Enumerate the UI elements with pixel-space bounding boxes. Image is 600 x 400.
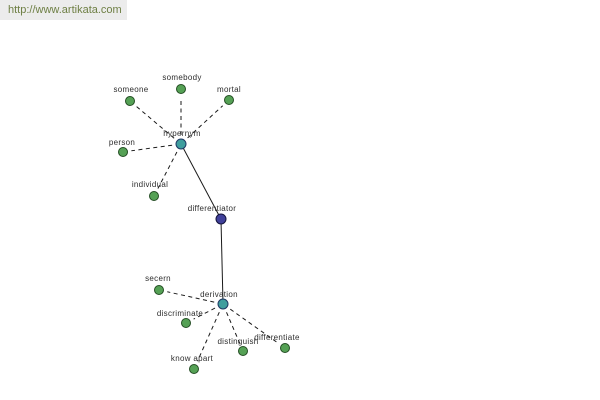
node-mortal[interactable] — [224, 95, 234, 105]
node-label-discriminate: discriminate — [157, 309, 204, 318]
edge-derivation-secern — [167, 291, 215, 303]
node-somebody[interactable] — [176, 84, 186, 94]
url-bar: http://www.artikata.com — [0, 0, 127, 20]
node-know-apart[interactable] — [189, 364, 199, 374]
node-label-differentiator: differentiator — [188, 204, 237, 213]
node-label-someone: someone — [113, 85, 148, 94]
edge-derivation-differentiate — [230, 308, 279, 344]
node-label-hypernym: hypernym — [163, 129, 201, 138]
node-label-derivation: derivation — [200, 290, 238, 299]
url-text: http://www.artikata.com — [8, 4, 122, 16]
node-hypernym[interactable] — [175, 138, 187, 150]
node-label-mortal: mortal — [217, 85, 241, 94]
node-label-distinguish: distinguish — [217, 337, 258, 346]
edge-hypernym-person — [131, 144, 173, 152]
node-person[interactable] — [118, 147, 128, 157]
edge-derivation-know-apart — [197, 311, 220, 362]
node-differentiator[interactable] — [215, 213, 227, 225]
node-label-somebody: somebody — [162, 73, 201, 82]
node-distinguish[interactable] — [238, 346, 248, 356]
node-label-individual: individual — [132, 180, 168, 189]
edge-hypernym-mortal — [187, 105, 224, 139]
node-someone[interactable] — [125, 96, 135, 106]
node-secern[interactable] — [154, 285, 164, 295]
node-differentiate[interactable] — [280, 343, 290, 353]
node-derivation[interactable] — [217, 298, 229, 310]
edge-differentiator-derivation — [220, 223, 224, 300]
node-label-person: person — [109, 138, 135, 147]
node-label-differentiate: differentiate — [254, 333, 300, 342]
edge-derivation-distinguish — [226, 312, 241, 344]
node-label-secern: secern — [145, 274, 171, 283]
node-label-know-apart: know apart — [171, 354, 214, 363]
edge-hypernym-differentiator — [182, 148, 220, 215]
edge-hypernym-someone — [136, 106, 175, 139]
node-individual[interactable] — [149, 191, 159, 201]
node-discriminate[interactable] — [181, 318, 191, 328]
